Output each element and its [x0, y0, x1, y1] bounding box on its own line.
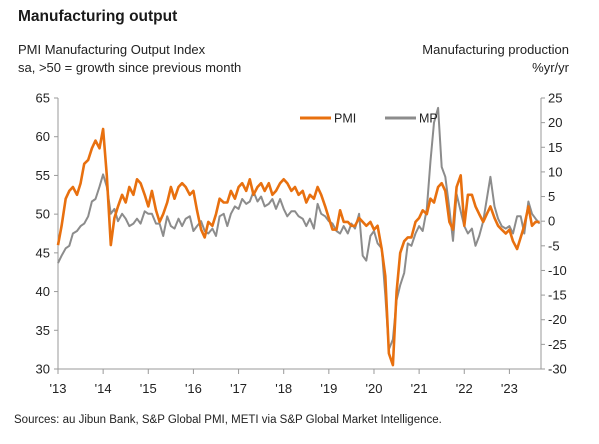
- y-right-tick-label: 20: [548, 115, 562, 130]
- x-tick-label: '19: [320, 381, 337, 396]
- series-line-mp: [57, 106, 541, 351]
- y-left-tick-label: 35: [36, 323, 50, 338]
- y-left-tick-label: 50: [36, 207, 50, 222]
- right-axis-label: Manufacturing production %yr/yr: [422, 41, 569, 77]
- y-right-tick-label: 15: [548, 140, 562, 155]
- y-right-tick-label: 5: [548, 189, 555, 204]
- x-tick-label: '15: [140, 381, 157, 396]
- y-right-tick-label: 25: [548, 91, 562, 106]
- legend-label-mp: MP: [419, 112, 438, 126]
- x-tick-label: '23: [501, 381, 518, 396]
- y-left-tick-label: 45: [36, 245, 50, 260]
- y-left-tick-label: 55: [36, 168, 50, 183]
- right-axis-label-line2: %yr/yr: [532, 60, 569, 75]
- legend-label-pmi: PMI: [334, 112, 356, 126]
- chart-title: Manufacturing output: [18, 8, 178, 25]
- y-right-tick-label: -20: [548, 312, 567, 327]
- y-right-tick-label: -10: [548, 263, 567, 278]
- y-right-tick-label: -5: [548, 238, 560, 253]
- x-tick-label: '21: [411, 381, 428, 396]
- left-axis-label-line1: PMI Manufacturing Output Index: [18, 42, 206, 57]
- y-right-tick-label: -15: [548, 288, 567, 303]
- series-line-pmi: [56, 127, 540, 367]
- x-tick-label: '16: [185, 381, 202, 396]
- y-left-tick-label: 30: [36, 362, 50, 377]
- right-axis-label-line1: Manufacturing production: [422, 42, 569, 57]
- y-right-tick-label: -30: [548, 362, 567, 377]
- y-left-tick-label: 60: [36, 129, 50, 144]
- x-tick-label: '18: [275, 381, 292, 396]
- x-tick-label: '14: [95, 381, 112, 396]
- y-left-tick-label: 65: [36, 91, 50, 106]
- source-note: Sources: au Jibun Bank, S&P Global PMI, …: [14, 414, 442, 426]
- x-tick-label: '17: [230, 381, 247, 396]
- left-axis-label-line2: sa, >50 = growth since previous month: [18, 60, 242, 75]
- y-right-tick-label: -25: [548, 337, 567, 352]
- x-tick-label: '22: [456, 381, 473, 396]
- y-left-tick-label: 40: [36, 284, 50, 299]
- x-tick-label: '20: [366, 381, 383, 396]
- y-right-tick-label: 10: [548, 164, 562, 179]
- y-right-tick-label: 0: [548, 214, 555, 229]
- left-axis-label: PMI Manufacturing Output Index sa, >50 =…: [18, 41, 241, 77]
- x-tick-label: '13: [50, 381, 67, 396]
